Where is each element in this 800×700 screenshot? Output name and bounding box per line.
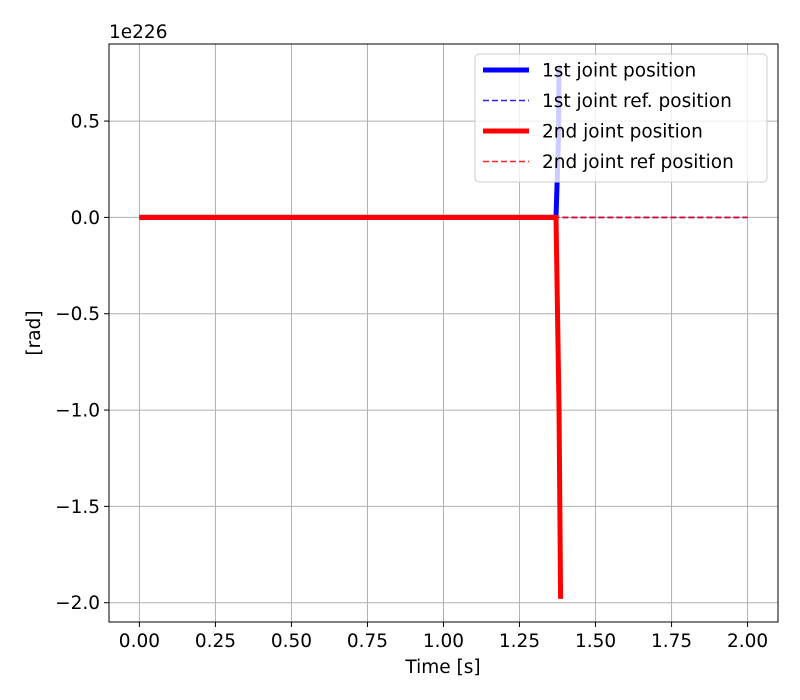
y-tick-label: 0.0 <box>71 208 100 229</box>
x-tick-label: 0.75 <box>347 631 388 652</box>
y-offset-label: 1e226 <box>109 22 167 43</box>
y-tick-label: −2.0 <box>55 593 100 614</box>
y-tick-label: −1.5 <box>55 497 100 518</box>
x-tick-label: 0.00 <box>119 631 160 652</box>
x-tick-label: 0.50 <box>271 631 312 652</box>
legend-label: 2nd joint position <box>542 122 703 143</box>
legend-label: 1st joint position <box>542 61 696 82</box>
legend-box <box>474 53 768 183</box>
y-axis-ticks: 0.5 0.0 −0.5 −1.0 −1.5 −2.0 <box>55 112 109 614</box>
y-tick-label: −1.0 <box>55 401 100 422</box>
x-axis-label: Time [s] <box>404 657 480 678</box>
x-tick-label: 2.00 <box>727 631 768 652</box>
legend-label: 2nd joint ref position <box>542 152 734 173</box>
x-tick-label: 1.00 <box>423 631 464 652</box>
y-tick-label: −0.5 <box>55 304 100 325</box>
legend-label: 1st joint ref. position <box>542 91 732 112</box>
x-tick-label: 1.75 <box>651 631 692 652</box>
y-axis-label: [rad] <box>24 310 45 355</box>
x-tick-label: 1.25 <box>499 631 540 652</box>
y-tick-label: 0.5 <box>71 112 100 133</box>
x-tick-label: 0.25 <box>195 631 236 652</box>
legend: 1st joint position 1st joint ref. positio… <box>474 53 768 183</box>
x-tick-label: 1.50 <box>575 631 616 652</box>
x-axis-ticks: 0.00 0.25 0.50 0.75 1.00 1.25 1.50 1.75 2.00 <box>119 622 768 652</box>
